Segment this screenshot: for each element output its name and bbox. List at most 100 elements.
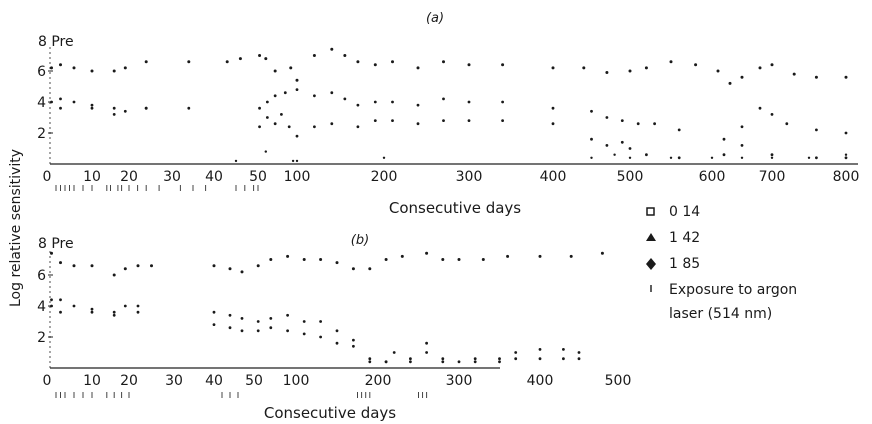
panel-b-point-1-42 [473,357,477,361]
panel-a-point-1-42 [677,128,681,132]
panel-a-y-tick-label: 4 [37,95,46,111]
panel-b-point-0-14 [335,261,339,265]
panel-a-point-0-14 [644,66,648,70]
legend: 0 14 1 42 1 85 Exposure to argon laser (… [646,204,797,322]
panel-a-point-1-42 [258,106,261,110]
panel-a-point-1-85 [605,144,609,147]
panel-b-laser-marks [55,392,428,398]
panel-a-x-tick-label: 300 [456,169,483,185]
panel-b-point-1-85 [269,326,273,330]
panel-b-point-1-42 [59,298,62,302]
panel-b-point-1-85 [59,310,62,314]
panel-a-x-tick-label: 50 [249,169,267,185]
panel-b-point-1-85 [302,332,306,336]
panel-a-point-0-14 [330,47,334,51]
panel-a-point-0-14 [112,69,116,73]
panel-b-point-1-42 [136,304,140,308]
panel-a-point-1-85 [144,106,148,110]
panel-a-point-0-14 [264,57,268,61]
panel-a-point-1-42 [416,103,420,107]
panel-b-point-0-14 [72,264,76,268]
panel-b-y-tick-label: 4 [37,299,46,315]
panel-b-point-0-14 [384,258,388,261]
panel-a-point-0-14 [582,66,586,70]
panel-b-x-tick-label: 10 [83,373,101,389]
panel-b-point-1-42 [577,351,581,354]
panel-a-point-0-14 [669,60,673,64]
panel-b-point-0-14 [150,264,153,268]
panel-a-point-1-42 [636,122,640,126]
panel-b-x-tick-label: 40 [205,373,223,389]
panel-b-point-1-85 [335,341,339,345]
panel-a-point-0-14 [391,60,394,64]
panel-a-point-0-14 [792,72,796,76]
panel-a-point-1-85 [90,106,94,110]
panel-b-x-tick-label: 200 [365,373,392,389]
panel-a-point-1-42 [72,100,76,104]
panel-a-point-1-42 [123,109,127,113]
panel-a-point-0-14 [628,69,632,73]
panel-b-point-0-14 [256,264,260,268]
panel-a-point-1-85 [815,156,818,160]
panel-b-point-1-42 [286,313,289,317]
panel-b-point-1-85 [319,335,322,339]
panel-a-point-1-85 [722,153,726,157]
panel-a-point-0-14 [59,63,62,67]
panel-a-point-1-42 [283,91,287,95]
panel-a-x-tick-label: 200 [371,169,398,185]
panel-b-point-1-85 [538,357,542,361]
panel-a-point-1-42 [59,97,62,101]
panel-a-point-baseline [382,156,386,159]
panel-a-point-0-14 [50,66,53,70]
panel-b-x-tick-label: 100 [283,373,310,389]
panel-b-point-1-42 [72,304,76,308]
panel-a-point-1-42 [770,113,774,116]
panel-b-point-1-42 [441,357,445,361]
panel-a-point-1-85 [273,122,277,126]
panel-a-x-tick-label: 20 [120,169,138,185]
panel-a-point-0-14 [238,57,242,61]
panel-a-point-1-42 [265,100,269,104]
panel-b-point-1-42 [514,351,518,354]
legend-label-0-14: 0 14 [669,204,700,220]
panel-a-point-baseline [590,156,593,159]
panel-b-x-tick-label: 50 [245,373,263,389]
panel-a-point-baseline [264,150,267,153]
panel-b-point-1-42 [392,351,396,354]
panel-a-point-0-14 [312,54,316,57]
panel-a-point-1-85 [59,106,62,110]
legend-label-laser-line-2: laser (514 nm) [669,306,772,322]
panel-b-point-0-14 [286,254,290,258]
panel-a-point-1-85 [844,156,848,160]
panel-a-point-0-14 [716,69,720,73]
panel-b-point-0-14 [425,251,429,255]
panel-b-point-1-42 [409,357,412,361]
panel-b-point-0-14 [112,273,116,277]
panel-b-pre-label: 8 Pre [38,236,74,252]
panel-b-point-1-85 [441,360,445,364]
panel-a-point-0-14 [295,78,299,82]
panel-b-point-1-42 [269,317,273,320]
panel-b-point-1-42 [352,338,355,342]
panel-a-point-0-14 [728,81,732,85]
panel-a-point-1-42 [112,106,116,110]
panel-a-point-1-42 [785,122,789,126]
panel-b-point-1-42 [256,320,260,323]
panel-b-point-0-14 [351,267,355,271]
panel-a-point-0-14 [187,60,191,64]
legend-item-1-85: 1 85 [646,256,700,272]
panel-a-point-0-14 [694,63,698,67]
panel-a-point-1-85 [501,119,504,122]
legend-label-1-42: 1 42 [669,230,700,246]
panel-a-point-1-85 [112,113,116,116]
panel-b-point-1-85 [352,344,355,348]
panel-a-point-baseline [770,156,774,159]
panel-a-point-1-85 [467,119,471,122]
panel-a-point-1-85 [620,140,624,144]
panel-b-point-0-14 [319,258,323,261]
legend-triangle-marker [646,233,656,241]
panel-a-point-1-85 [628,147,632,150]
panel-a-point-0-14 [758,66,762,70]
panel-a-point-baseline [295,159,299,163]
panel-a-point-1-42 [313,94,316,98]
